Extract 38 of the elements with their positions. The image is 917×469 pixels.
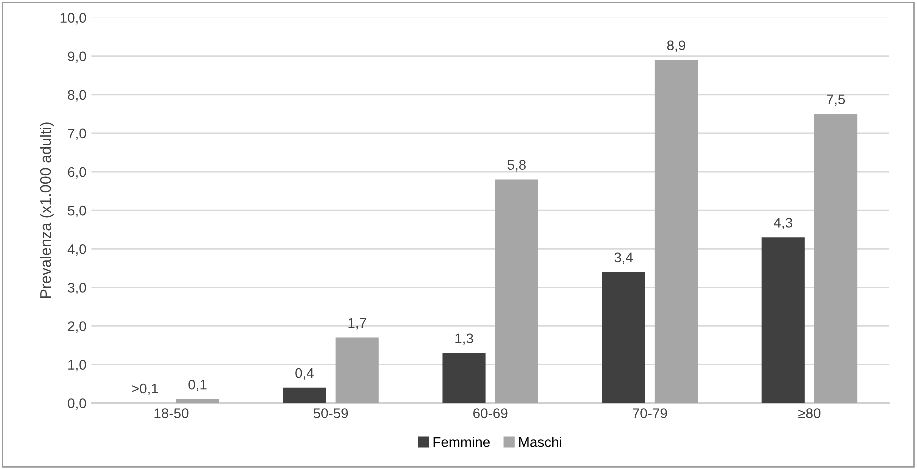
y-tick-label: 10,0 (60, 13, 86, 25)
x-tick-label: 60-69 (474, 408, 508, 418)
bar (336, 338, 379, 404)
y-tick-label: 1,0 (68, 360, 86, 372)
y-tick-label: 3,0 (68, 283, 86, 294)
y-tick-label: 7,0 (68, 128, 86, 140)
data-label: 1,7 (348, 318, 366, 330)
data-label: 5,8 (508, 160, 526, 172)
data-label: 3,4 (614, 252, 634, 264)
y-tick-label: 8,0 (68, 90, 86, 102)
annotation: >0,1 (132, 384, 158, 396)
y-tick-label: 9,0 (68, 52, 86, 64)
y-axis-title: Prevalenza (x1.000 adulti) (40, 122, 54, 298)
bar (814, 114, 858, 404)
y-tick-label: 2,0 (68, 322, 86, 334)
bar (495, 180, 538, 404)
y-tick-label: 5,0 (68, 206, 86, 218)
data-label: 0,4 (296, 368, 314, 380)
data-label: 0,1 (188, 380, 207, 392)
bar (176, 399, 220, 404)
y-tick-label: 4,0 (68, 244, 86, 256)
legend-label: Femmine (434, 437, 490, 448)
y-tick-label: 0,0 (68, 398, 86, 410)
bar (442, 353, 486, 404)
bar (283, 388, 326, 404)
data-label: 4,3 (774, 218, 792, 230)
x-tick-label: 18-50 (154, 408, 189, 418)
data-label: 7,5 (827, 94, 846, 106)
x-tick-label: ≥80 (798, 408, 821, 418)
x-tick-label: 70-79 (633, 408, 668, 418)
bar (602, 272, 646, 404)
x-tick-label: 50-59 (314, 408, 348, 418)
data-label: 8,9 (667, 40, 686, 52)
bar (654, 60, 698, 404)
legend-label: Maschi (520, 437, 562, 448)
data-label: 1,3 (456, 334, 474, 346)
bar (762, 238, 805, 404)
y-tick-label: 6,0 (68, 167, 86, 179)
